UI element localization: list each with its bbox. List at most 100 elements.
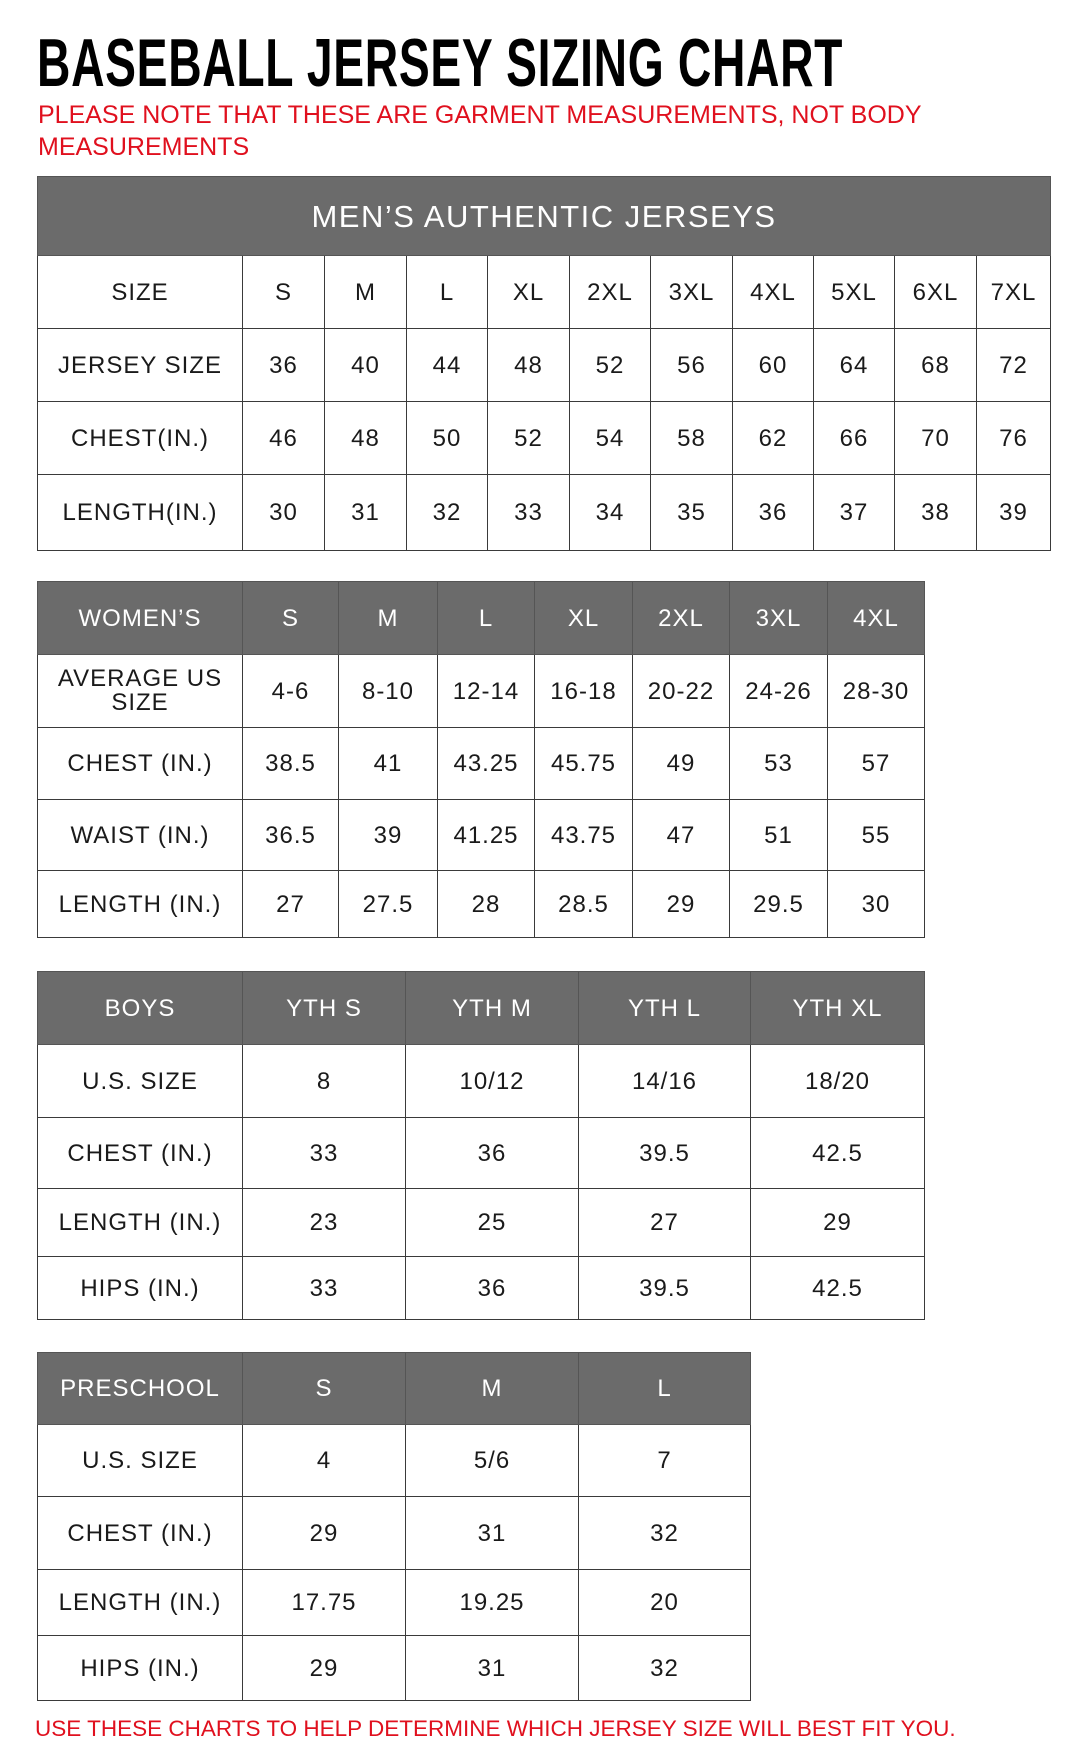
measurement-cell: 51 — [729, 799, 828, 871]
measurement-cell: 48 — [487, 328, 570, 402]
header-label: PRESCHOOL — [37, 1352, 243, 1425]
measurement-cell: 41.25 — [437, 799, 535, 871]
measurement-cell: 32 — [406, 474, 488, 551]
measurement-cell: 30 — [242, 474, 325, 551]
table-row: HIPS (IN.) 29 31 32 — [37, 1635, 751, 1701]
row-label: U.S. SIZE — [37, 1044, 243, 1118]
measurement-cell: 62 — [732, 401, 814, 475]
measurement-cell: 7 — [578, 1424, 751, 1497]
measurement-cell: 47 — [632, 799, 730, 871]
mens-size-table: MEN’S AUTHENTIC JERSEYS SIZE S M L XL 2XL 3XL 4X… — [37, 176, 1051, 551]
measurement-cell: 29 — [632, 870, 730, 938]
table-row: U.S. SIZE 4 5/6 7 — [37, 1424, 751, 1497]
measurement-cell: 39 — [338, 799, 438, 871]
measurement-cell: 56 — [650, 328, 733, 402]
measurement-cell: 29 — [242, 1635, 406, 1701]
measurement-cell: 52 — [487, 401, 570, 475]
row-label: JERSEY SIZE — [37, 328, 243, 402]
size-header: XL — [487, 255, 570, 329]
measurement-cell: 39.5 — [578, 1117, 751, 1189]
measurement-cell: 29.5 — [729, 870, 828, 938]
measurement-cell: 24-26 — [729, 654, 828, 728]
measurement-cell: 16-18 — [534, 654, 633, 728]
measurement-cell: 31 — [405, 1635, 579, 1701]
preschool-size-table: PRESCHOOL S M L U.S. SIZE 4 5/6 7 CHEST (IN.) 29 3… — [37, 1352, 751, 1701]
size-header: L — [578, 1352, 751, 1425]
measurement-cell: 55 — [827, 799, 925, 871]
row-label: CHEST (IN.) — [37, 1117, 243, 1189]
size-header: 4XL — [827, 581, 925, 655]
header-label: BOYS — [37, 971, 243, 1045]
size-header: S — [242, 255, 325, 329]
measurement-cell: 39 — [976, 474, 1051, 551]
measurement-cell: 36 — [405, 1256, 579, 1320]
table-row: U.S. SIZE 8 10/12 14/16 18/20 — [37, 1044, 925, 1118]
measurement-cell: 25 — [405, 1188, 579, 1257]
measurement-cell: 45.75 — [534, 727, 633, 800]
measurement-cell: 52 — [569, 328, 651, 402]
measurement-cell: 33 — [487, 474, 570, 551]
measurement-cell: 60 — [732, 328, 814, 402]
table-row: LENGTH (IN.) 17.75 19.25 20 — [37, 1569, 751, 1636]
size-header: M — [338, 581, 438, 655]
table-row: CHEST(IN.) 46 48 50 52 54 58 62 66 70 76 — [37, 401, 1051, 475]
measurement-cell: 53 — [729, 727, 828, 800]
size-header: S — [242, 1352, 406, 1425]
size-header: YTH M — [405, 971, 579, 1045]
size-header: 2XL — [569, 255, 651, 329]
measurement-cell: 42.5 — [750, 1256, 925, 1320]
row-label: AVERAGE US SIZE — [37, 654, 243, 728]
measurement-cell: 76 — [976, 401, 1051, 475]
header-row: BOYS YTH S YTH M YTH L YTH XL — [37, 971, 925, 1045]
header-row: SIZE S M L XL 2XL 3XL 4XL 5XL 6XL 7XL — [37, 255, 1051, 329]
table-caption: MEN’S AUTHENTIC JERSEYS — [37, 176, 1051, 256]
boys-size-table: BOYS YTH S YTH M YTH L YTH XL U.S. SIZE 8 10/12… — [37, 971, 925, 1320]
row-label: LENGTH(IN.) — [37, 474, 243, 551]
measurement-cell: 20 — [578, 1569, 751, 1636]
measurement-cell: 36 — [732, 474, 814, 551]
measurement-cell: 28-30 — [827, 654, 925, 728]
measurement-cell: 49 — [632, 727, 730, 800]
size-header: 7XL — [976, 255, 1051, 329]
measurement-cell: 43.75 — [534, 799, 633, 871]
size-header: YTH S — [242, 971, 406, 1045]
table-row: CHEST (IN.) 33 36 39.5 42.5 — [37, 1117, 925, 1189]
measurement-cell: 48 — [324, 401, 407, 475]
measurement-cell: 18/20 — [750, 1044, 925, 1118]
measurement-cell: 28 — [437, 870, 535, 938]
measurement-cell: 36.5 — [242, 799, 339, 871]
row-label: CHEST (IN.) — [37, 1496, 243, 1570]
size-header: XL — [534, 581, 633, 655]
size-header: L — [437, 581, 535, 655]
table-row: LENGTH (IN.) 27 27.5 28 28.5 29 29.5 30 — [37, 870, 925, 938]
measurement-cell: 34 — [569, 474, 651, 551]
measurement-cell: 54 — [569, 401, 651, 475]
measurement-cell: 46 — [242, 401, 325, 475]
measurement-cell: 32 — [578, 1496, 751, 1570]
size-header: 4XL — [732, 255, 814, 329]
measurement-cell: 31 — [324, 474, 407, 551]
measurement-cell: 38.5 — [242, 727, 339, 800]
row-label: HIPS (IN.) — [37, 1635, 243, 1701]
table-row: LENGTH (IN.) 23 25 27 29 — [37, 1188, 925, 1257]
womens-size-table: WOMEN’S S M L XL 2XL 3XL 4XL AVERAGE US SIZE 4-6 8… — [37, 581, 925, 938]
measurement-cell: 4 — [242, 1424, 406, 1497]
measurement-cell: 8 — [242, 1044, 406, 1118]
measurement-cell: 66 — [813, 401, 895, 475]
measurement-cell: 38 — [894, 474, 977, 551]
header-row: WOMEN’S S M L XL 2XL 3XL 4XL — [37, 581, 925, 655]
table-row: JERSEY SIZE 36 40 44 48 52 56 60 64 68 72 — [37, 328, 1051, 402]
measurement-cell: 35 — [650, 474, 733, 551]
measurement-cell: 57 — [827, 727, 925, 800]
size-header: 3XL — [729, 581, 828, 655]
row-label: HIPS (IN.) — [37, 1256, 243, 1320]
header-label: WOMEN’S — [37, 581, 243, 655]
measurement-cell: 28.5 — [534, 870, 633, 938]
row-label: LENGTH (IN.) — [37, 870, 243, 938]
measurement-cell: 58 — [650, 401, 733, 475]
measurement-cell: 32 — [578, 1635, 751, 1701]
row-label: WAIST (IN.) — [37, 799, 243, 871]
measurement-cell: 44 — [406, 328, 488, 402]
measurement-cell: 20-22 — [632, 654, 730, 728]
row-label: U.S. SIZE — [37, 1424, 243, 1497]
